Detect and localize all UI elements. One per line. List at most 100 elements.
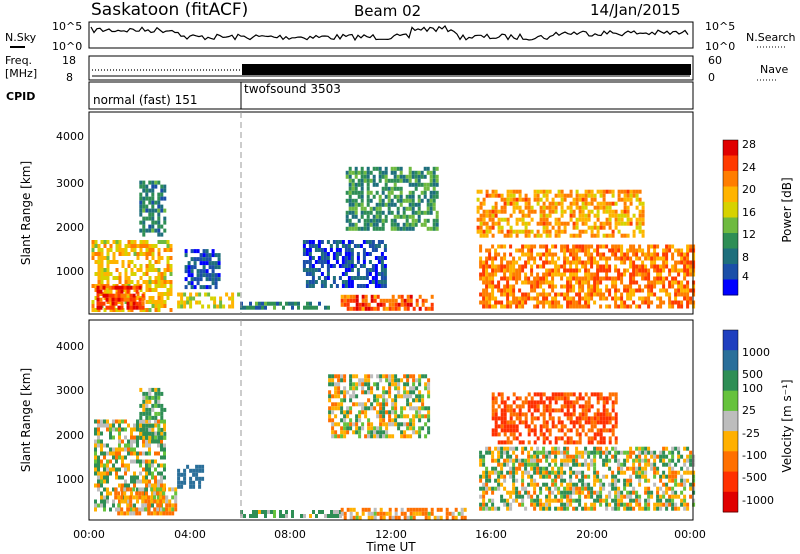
- power-cell: [360, 182, 364, 187]
- velocity-cell: [509, 428, 513, 433]
- velocity-cell: [563, 478, 567, 483]
- velocity-cell: [391, 515, 395, 520]
- velocity-cell: [409, 511, 413, 516]
- power-cell: [367, 306, 371, 311]
- power-cell: [408, 202, 412, 207]
- power-cell: [354, 190, 358, 195]
- velocity-cell: [527, 454, 531, 459]
- power-cell: [692, 300, 696, 305]
- power-cell: [435, 210, 439, 215]
- power-cell: [258, 301, 261, 306]
- power-cell: [518, 272, 522, 277]
- power-cell: [360, 206, 364, 211]
- power-cell: [384, 202, 388, 207]
- power-cell: [647, 268, 651, 273]
- power-cell: [347, 268, 351, 272]
- power-cell: [677, 304, 681, 309]
- power-cell: [650, 292, 654, 297]
- velocity-cell: [581, 424, 585, 429]
- velocity-cell: [617, 506, 621, 511]
- velocity-cell: [352, 374, 356, 379]
- power-cell: [503, 197, 507, 202]
- power-cell: [605, 221, 609, 226]
- velocity-cell: [157, 495, 160, 500]
- power-cell: [202, 269, 206, 274]
- power-cell: [394, 298, 398, 303]
- velocity-cell: [557, 490, 561, 495]
- power-cell: [605, 288, 609, 293]
- power-cell: [512, 197, 516, 202]
- velocity-cell: [500, 494, 504, 499]
- velocity-cell: [412, 418, 416, 423]
- velocity-cell: [103, 419, 106, 424]
- velocity-cell: [539, 486, 543, 491]
- velocity-cell: [542, 506, 546, 511]
- power-cell: [653, 292, 657, 297]
- velocity-cell: [103, 499, 106, 504]
- velocity-cell: [581, 462, 585, 467]
- velocity-cell: [406, 414, 410, 419]
- power-cell: [169, 280, 173, 284]
- velocity-cell: [521, 478, 525, 483]
- power-cell: [575, 244, 579, 249]
- velocity-cell: [545, 502, 549, 507]
- power-cell: [665, 288, 669, 293]
- velocity-cell: [343, 418, 347, 423]
- power-cell: [364, 306, 368, 311]
- velocity-cell: [653, 454, 657, 459]
- power-cell: [620, 217, 624, 222]
- velocity-cell: [165, 511, 169, 516]
- power-cell: [479, 213, 483, 218]
- power-cell: [656, 276, 660, 281]
- velocity-cell: [100, 499, 103, 504]
- velocity-cell: [527, 428, 531, 433]
- power-cell: [350, 276, 354, 280]
- power-cell: [623, 272, 627, 277]
- nsky-tick-top: 10^5: [52, 20, 82, 33]
- power-cell: [671, 280, 675, 285]
- velocity-cell: [331, 426, 335, 431]
- velocity-cell: [153, 499, 157, 504]
- velocity-cell: [136, 475, 139, 480]
- velocity-cell: [112, 427, 115, 432]
- power-cell: [533, 260, 537, 265]
- power-cell: [423, 222, 427, 227]
- velocity-cell: [373, 515, 377, 520]
- velocity-cell: [578, 432, 582, 437]
- power-cell: [118, 280, 122, 284]
- velocity-cell: [415, 394, 419, 399]
- power-cell: [151, 208, 155, 213]
- power-cell: [491, 292, 495, 297]
- power-cell: [375, 214, 379, 219]
- power-cell: [494, 205, 498, 210]
- power-cell: [599, 288, 603, 293]
- velocity-cell: [674, 462, 678, 467]
- power-cell: [482, 233, 486, 238]
- velocity-cell: [358, 378, 362, 383]
- velocity-cell: [126, 503, 130, 508]
- velocity-cell: [647, 506, 651, 511]
- velocity-cell: [530, 404, 534, 409]
- power-cell: [563, 244, 567, 249]
- velocity-cell: [138, 491, 142, 496]
- velocity-cell: [524, 420, 528, 425]
- velocity-cell: [680, 466, 684, 471]
- power-cell: [584, 260, 588, 265]
- velocity-cell: [255, 514, 258, 518]
- velocity-cell: [674, 502, 678, 507]
- velocity-cell: [183, 476, 187, 481]
- velocity-cell: [157, 471, 160, 476]
- velocity-cell: [674, 446, 678, 451]
- power-cell: [100, 248, 104, 252]
- velocity-cell: [659, 450, 663, 455]
- power-cell: [590, 264, 594, 269]
- power-cell: [614, 248, 618, 253]
- power-cell: [563, 225, 567, 230]
- power-cell: [148, 228, 152, 233]
- velocity-cell: [581, 470, 585, 475]
- velocity-cell: [157, 483, 160, 488]
- velocity-cell: [491, 486, 495, 491]
- power-cell: [139, 288, 143, 292]
- velocity-cell: [421, 507, 425, 512]
- velocity-cell: [343, 434, 347, 439]
